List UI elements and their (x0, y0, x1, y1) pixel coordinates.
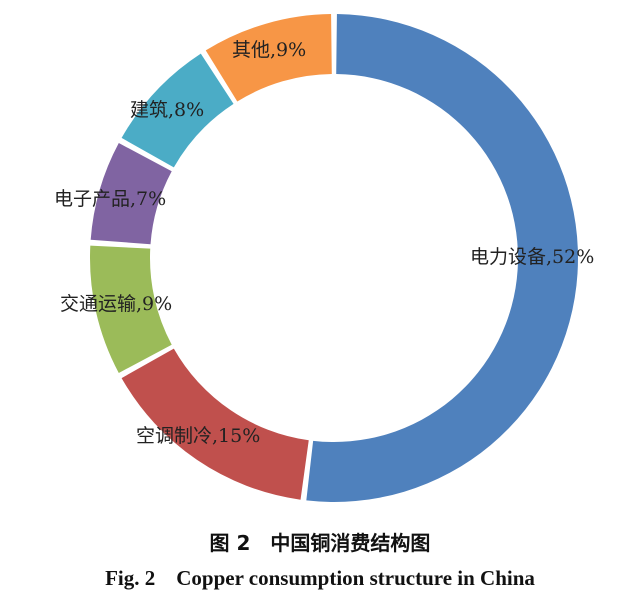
donut-slice (121, 348, 309, 500)
donut-chart: 电力设备,52% 空调制冷,15% 交通运输,9% 电子产品,7% 建筑,8% 其他,9% (54, 14, 594, 502)
figure-caption-english: Fig. 2 Copper consumption structure in C… (105, 566, 535, 590)
slice-label: 电子产品,7% (54, 188, 166, 210)
donut-slice (306, 14, 579, 502)
figure-caption-chinese: 图 2 中国铜消费结构图 (209, 531, 431, 555)
donut-slices (90, 14, 579, 502)
slice-label: 交通运输,9% (60, 293, 172, 315)
slice-label: 电力设备,52% (470, 246, 594, 268)
slice-label: 其他,9% (232, 39, 306, 61)
slice-label: 空调制冷,15% (136, 425, 260, 447)
donut-slice (121, 53, 234, 168)
donut-slice (205, 14, 332, 102)
donut-slice (90, 245, 172, 373)
slice-labels: 电力设备,52% 空调制冷,15% 交通运输,9% 电子产品,7% 建筑,8% 其他,9% (54, 39, 594, 447)
slice-label: 建筑,8% (130, 99, 204, 121)
donut-slice (90, 143, 172, 245)
